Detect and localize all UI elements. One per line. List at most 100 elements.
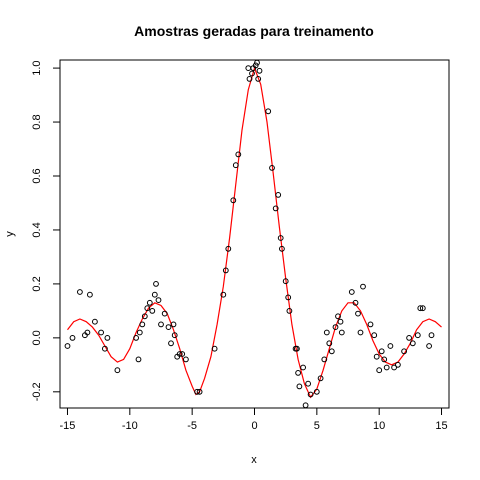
data-point (165, 324, 172, 331)
data-point (230, 197, 237, 204)
data-point (265, 108, 272, 115)
data-point (272, 205, 279, 212)
data-point (114, 367, 121, 374)
data-point (300, 364, 307, 371)
data-point (277, 235, 284, 241)
data-point (302, 402, 309, 409)
data-point (387, 343, 394, 349)
data-point (170, 321, 177, 328)
y-tick-label: 1.0 (31, 60, 43, 75)
data-point (307, 391, 314, 398)
data-point (282, 278, 289, 285)
data-point (158, 321, 164, 328)
data-point (179, 351, 186, 357)
chart-title: Amostras geradas para treinamento (134, 23, 374, 39)
y-tick-label: 0.2 (31, 276, 43, 291)
x-axis: -15 -10 -5 0 5 10 15 (60, 407, 448, 432)
data-point (153, 281, 159, 287)
y-tick-label: 0.4 (31, 222, 43, 237)
curve-line (67, 66, 442, 399)
data-point (269, 165, 275, 171)
data-point (161, 310, 168, 317)
data-point (222, 267, 229, 274)
data-point (286, 308, 293, 314)
data-point (409, 340, 416, 347)
data-point (348, 289, 355, 295)
data-point (417, 305, 424, 312)
data-point (139, 321, 146, 328)
data-point (246, 76, 253, 82)
data-point (279, 245, 285, 252)
x-tick-label: 5 (314, 420, 320, 432)
data-point (136, 329, 143, 336)
data-point (252, 62, 259, 69)
plot-frame (59, 59, 450, 409)
data-point (337, 318, 344, 325)
data-point (92, 318, 98, 325)
data-point (378, 348, 385, 355)
data-point (171, 332, 178, 339)
x-tick-label: 0 (251, 420, 257, 432)
data-point (295, 370, 302, 376)
data-point (355, 310, 361, 317)
data-point (155, 297, 162, 304)
data-point (321, 356, 328, 363)
x-axis-label: x (251, 454, 257, 466)
data-point (323, 329, 330, 336)
data-point (102, 345, 108, 352)
data-point (141, 313, 148, 320)
data-point (296, 383, 303, 390)
data-point (313, 388, 320, 395)
data-point (367, 321, 374, 328)
data-point (225, 245, 232, 252)
data-point (256, 67, 263, 74)
sample-points (64, 59, 435, 409)
x-tick-label: 15 (435, 420, 447, 432)
data-point (254, 59, 260, 66)
data-point (305, 380, 312, 387)
data-point (69, 335, 76, 341)
data-point (168, 340, 174, 347)
data-point (383, 364, 390, 371)
data-point (371, 332, 378, 339)
data-point (98, 329, 104, 336)
data-point (426, 343, 433, 349)
data-point (255, 76, 262, 82)
data-point (317, 375, 324, 382)
data-point (135, 356, 142, 363)
data-point (352, 299, 359, 306)
data-point (285, 294, 292, 301)
data-point (84, 329, 91, 336)
data-point (235, 151, 242, 158)
data-point (376, 367, 383, 374)
data-point (196, 388, 203, 395)
data-point (294, 345, 300, 352)
data-point (194, 388, 201, 395)
data-point (87, 291, 93, 298)
data-point (391, 364, 398, 371)
y-axis-label: y (4, 231, 16, 237)
data-point (149, 308, 156, 314)
x-tick-label: -5 (187, 420, 197, 432)
data-point (249, 70, 255, 77)
fitted-curve (67, 66, 442, 399)
data-point (220, 291, 227, 298)
data-point (275, 192, 282, 198)
data-point (428, 332, 435, 339)
data-point (146, 299, 153, 306)
data-point (133, 335, 140, 341)
data-point (211, 345, 218, 352)
data-point (338, 329, 345, 336)
y-tick-label: 0.6 (31, 168, 43, 183)
data-point (401, 348, 408, 355)
data-point (64, 343, 71, 349)
data-point (373, 353, 380, 360)
data-point (328, 348, 335, 355)
y-axis: -0.2 0.0 0.2 0.4 0.6 0.8 1.0 (31, 60, 61, 401)
data-point (414, 332, 421, 339)
y-tick-label: 0.0 (31, 330, 43, 345)
x-tick-label: -10 (122, 420, 138, 432)
data-point (104, 335, 111, 341)
y-tick-label: -0.2 (31, 382, 43, 401)
